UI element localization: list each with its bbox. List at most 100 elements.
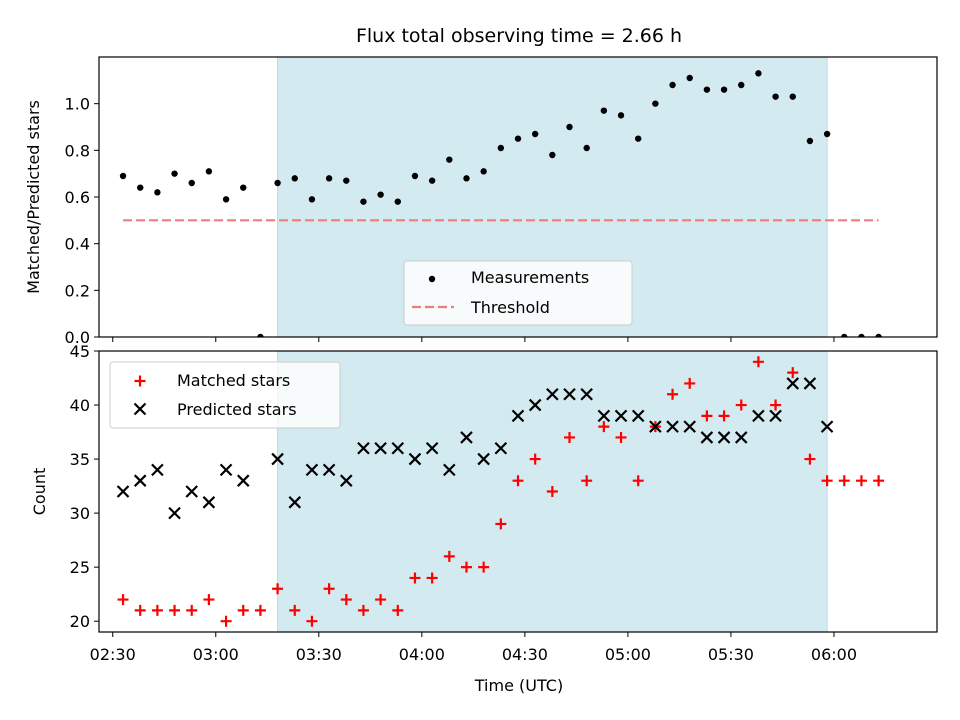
measurement-point (240, 184, 247, 191)
y-axis-label: Count (30, 468, 49, 516)
predicted-star-point (116, 485, 130, 498)
matched-star-point (254, 604, 266, 616)
y-axis-label: Matched/Predicted stars (24, 100, 43, 294)
matched-star-point (460, 561, 472, 573)
matched-star-point (237, 604, 249, 616)
matched-star-point (684, 377, 696, 389)
measurement-point (137, 184, 144, 191)
predicted-star-point (614, 409, 628, 423)
plot-area (119, 70, 882, 337)
x-tick-label: 06:00 (811, 645, 857, 664)
matched-star-point (512, 475, 524, 487)
measurement-point (188, 179, 195, 187)
measurement-point (325, 175, 333, 182)
measurement-point (841, 333, 848, 337)
x-tick-label: 03:30 (296, 645, 342, 664)
matched-star-point (804, 453, 816, 465)
measurement-point (686, 74, 693, 82)
measurement-point (617, 112, 625, 119)
predicted-star-point (305, 463, 319, 477)
legend-box (403, 260, 633, 326)
y-tick-label: 35 (70, 450, 90, 469)
measurement-point (308, 196, 316, 203)
measurement-point (514, 135, 522, 142)
matched-star-point (615, 431, 627, 443)
measurement-point (549, 151, 556, 159)
legend-matched-label: Matched stars (177, 371, 290, 390)
predicted-star-point (752, 409, 765, 423)
measurement-point (377, 191, 384, 198)
matched-star-point (821, 475, 833, 487)
measurement-point (531, 130, 539, 138)
y-tick-label: 20 (70, 612, 90, 631)
matched-star-point (735, 399, 747, 411)
matched-star-point (770, 399, 782, 411)
predicted-star-point (580, 387, 593, 401)
measurement-point (257, 333, 264, 337)
x-axis-label: Time (UTC) (474, 676, 563, 695)
measurement-point (600, 107, 608, 114)
measurement-point (789, 93, 796, 100)
measurement-point (720, 86, 728, 93)
predicted-star-point (322, 463, 336, 477)
x-tick-label: 03:00 (193, 645, 239, 664)
measurement-point (463, 175, 470, 182)
measurement-point (394, 198, 401, 205)
y-tick-label: 40 (70, 396, 90, 415)
x-tick-label: 05:30 (708, 645, 754, 664)
matched-star-point (598, 421, 610, 433)
x-tick-label: 05:00 (605, 645, 651, 664)
measurement-point (205, 168, 213, 175)
predicted-star-point (631, 409, 645, 423)
predicted-star-point (357, 441, 370, 455)
legend-predicted-label: Predicted stars (177, 400, 297, 419)
predicted-star-point (820, 420, 834, 433)
predicted-star-point (460, 431, 473, 444)
predicted-star-point (443, 463, 456, 477)
matched-star-point (392, 604, 404, 616)
matched-star-point (169, 604, 181, 616)
matched-star-point (873, 475, 885, 487)
measurement-point (274, 179, 281, 187)
predicted-star-point (271, 452, 284, 466)
matched-star-point (272, 583, 284, 595)
measurement-point (171, 170, 178, 177)
matched-star-point (667, 388, 679, 400)
matched-star-point (323, 583, 335, 595)
predicted-star-point (786, 377, 800, 390)
matched-star-point (443, 550, 455, 562)
legend: Measurements Threshold (403, 260, 633, 326)
matched-star-point (632, 475, 644, 487)
legend-measurements-label: Measurements (471, 268, 589, 287)
legend-measurements-marker (428, 275, 436, 283)
matched-star-point (718, 410, 730, 422)
legend-matched-marker (134, 375, 146, 387)
legend-predicted-marker (133, 402, 147, 416)
matched-star-point (787, 367, 799, 379)
matched-star-point (306, 615, 318, 627)
predicted-star-point (168, 506, 181, 520)
predicted-star-point (666, 420, 679, 433)
matched-star-point (495, 518, 507, 530)
measurement-point (703, 86, 711, 93)
matched-star-point (546, 486, 558, 497)
predicted-star-point (700, 431, 714, 444)
measurement-point (858, 333, 865, 337)
matched-star-point (564, 431, 576, 443)
y-tick-label: 0.0 (65, 328, 90, 347)
measurement-point (480, 168, 487, 175)
predicted-star-point (391, 441, 405, 455)
matched-star-point (426, 572, 438, 584)
y-tick-label: 0.2 (65, 281, 90, 300)
predicted-star-point (511, 409, 525, 423)
matched-star-point (409, 572, 421, 584)
matched-star-point (752, 356, 764, 368)
predicted-star-point (374, 441, 387, 455)
measurement-point (772, 93, 779, 100)
measurement-point (446, 156, 453, 163)
matched-star-point (701, 410, 713, 422)
matched-star-point (838, 475, 850, 487)
matched-star-point (151, 604, 163, 616)
measurement-point (497, 144, 505, 152)
predicted-star-point (340, 474, 353, 487)
